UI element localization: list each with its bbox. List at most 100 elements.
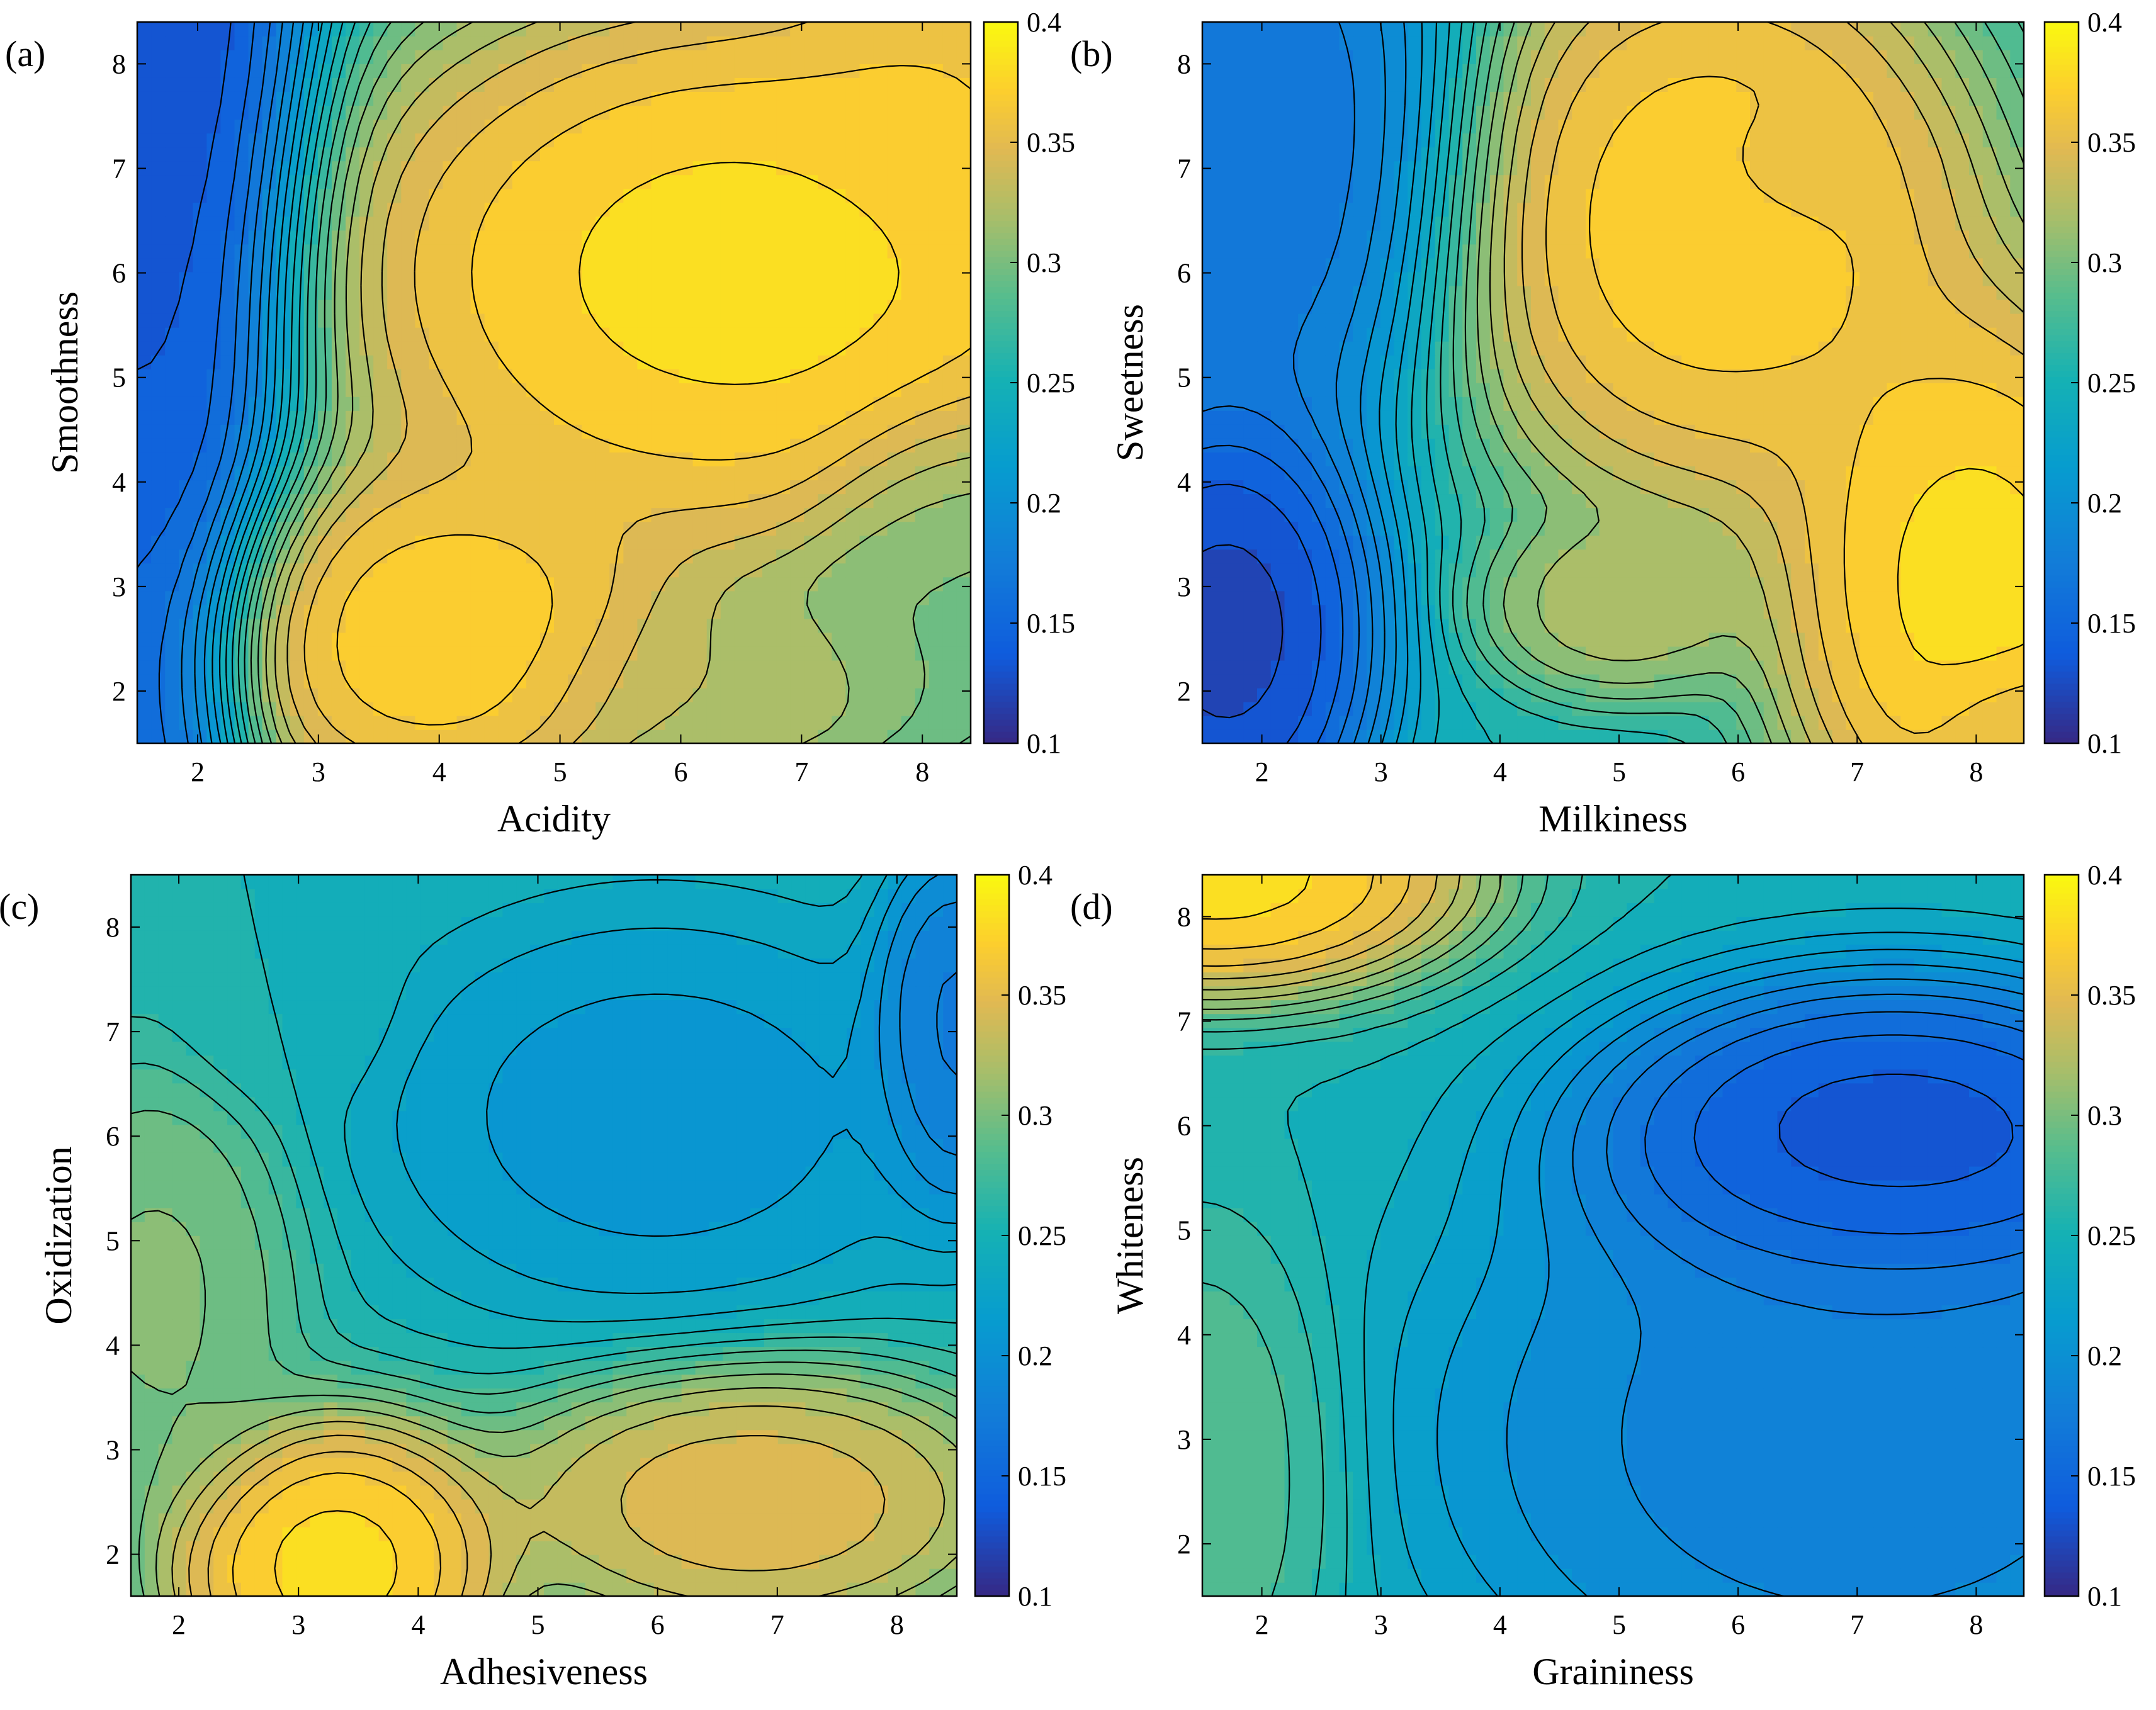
- contour-cell: [1613, 535, 1628, 550]
- contour-cell: [220, 271, 235, 286]
- contour-cell: [859, 271, 874, 286]
- contour-cell: [179, 257, 194, 273]
- contour-cell: [303, 36, 319, 50]
- contour-cell: [346, 452, 360, 467]
- contour-cell: [762, 577, 777, 592]
- contour-cell: [1887, 618, 1902, 633]
- contour-cell: [637, 549, 652, 564]
- contour-cell: [401, 410, 416, 425]
- contour-cell: [1448, 368, 1464, 383]
- contour-cell: [373, 493, 388, 509]
- contour-cell: [734, 230, 749, 245]
- contour-cell: [484, 188, 499, 203]
- contour-cell: [1298, 729, 1312, 744]
- contour-cell: [1408, 397, 1422, 411]
- contour-cell: [484, 466, 499, 481]
- contour-cell: [873, 64, 888, 78]
- colorbar-segment: [984, 527, 1018, 534]
- contour-cell: [220, 160, 235, 176]
- contour-cell: [262, 133, 277, 148]
- contour-cell: [762, 340, 777, 356]
- contour-cell: [1216, 466, 1231, 481]
- contour-cell: [193, 577, 208, 592]
- contour-cell: [859, 257, 874, 273]
- contour-cell: [873, 257, 888, 273]
- contour-cell: [1941, 590, 1956, 605]
- contour-cell: [1805, 729, 1819, 744]
- contour-cell: [1421, 397, 1436, 411]
- contour-cell: [1846, 673, 1860, 689]
- contour-cell: [1627, 673, 1641, 689]
- contour-cell: [623, 521, 638, 536]
- contour-cell: [526, 466, 541, 481]
- contour-cell: [359, 410, 374, 425]
- contour-cell: [1846, 397, 1860, 411]
- contour-cell: [234, 340, 249, 356]
- contour-cell: [373, 354, 388, 369]
- contour-cell: [609, 340, 624, 356]
- contour-cell: [373, 327, 388, 342]
- contour-cell: [623, 271, 638, 286]
- contour-cell: [623, 438, 638, 453]
- contour-cell: [276, 160, 291, 176]
- colorbar-segment: [984, 610, 1018, 618]
- colorbar-segment: [984, 118, 1018, 125]
- contour-cell: [539, 673, 555, 689]
- contour-cell: [234, 424, 249, 439]
- contour-cell: [887, 91, 902, 106]
- contour-cell: [137, 216, 152, 231]
- contour-cell: [1462, 535, 1477, 550]
- contour-cell: [776, 646, 791, 661]
- contour-cell: [526, 133, 541, 148]
- contour-cell: [1613, 507, 1628, 522]
- contour-cell: [193, 438, 208, 453]
- contour-cell: [942, 687, 957, 702]
- contour-cell: [790, 64, 804, 78]
- contour-cell: [873, 549, 888, 564]
- contour-cell: [165, 216, 179, 231]
- contour-cell: [456, 285, 471, 300]
- contour-cell: [582, 188, 596, 203]
- contour-cell: [429, 327, 444, 342]
- contour-cell: [456, 438, 471, 453]
- contour-cell: [1243, 660, 1258, 675]
- contour-cell: [692, 105, 708, 120]
- contour-cell: [568, 383, 582, 397]
- contour-cell: [1681, 535, 1696, 550]
- contour-cell: [1708, 354, 1724, 369]
- colorbar-segment: [984, 334, 1018, 341]
- contour-cell: [859, 216, 874, 231]
- contour-cell: [526, 285, 541, 300]
- contour-cell: [401, 438, 416, 453]
- contour-cell: [942, 202, 957, 217]
- contour-cell: [470, 410, 485, 425]
- contour-cell: [665, 313, 680, 328]
- contour-cell: [734, 313, 749, 328]
- contour-cell: [706, 646, 721, 661]
- contour-cell: [887, 632, 902, 647]
- contour-cell: [331, 646, 346, 661]
- contour-cell: [526, 327, 541, 342]
- contour-cell: [859, 729, 874, 744]
- contour-cell: [470, 327, 485, 342]
- contour-cell: [790, 105, 804, 120]
- contour-cell: [915, 410, 930, 425]
- contour-cell: [276, 202, 291, 217]
- contour-cell: [1941, 673, 1956, 689]
- contour-cell: [2010, 535, 2024, 550]
- contour-cell: [942, 230, 957, 245]
- contour-cell: [512, 410, 527, 425]
- contour-cell: [1627, 646, 1641, 661]
- contour-cell: [193, 77, 208, 92]
- colorbar-segment: [984, 569, 1018, 576]
- contour-cell: [484, 50, 499, 64]
- contour-cell: [317, 368, 332, 383]
- contour-cell: [1941, 438, 1956, 453]
- contour-cell: [665, 577, 680, 592]
- contour-cell: [873, 50, 888, 64]
- contour-cell: [1887, 480, 1902, 495]
- contour-cell: [429, 147, 444, 162]
- contour-cell: [179, 77, 194, 92]
- contour-cell: [179, 133, 194, 148]
- contour-cell: [137, 438, 152, 453]
